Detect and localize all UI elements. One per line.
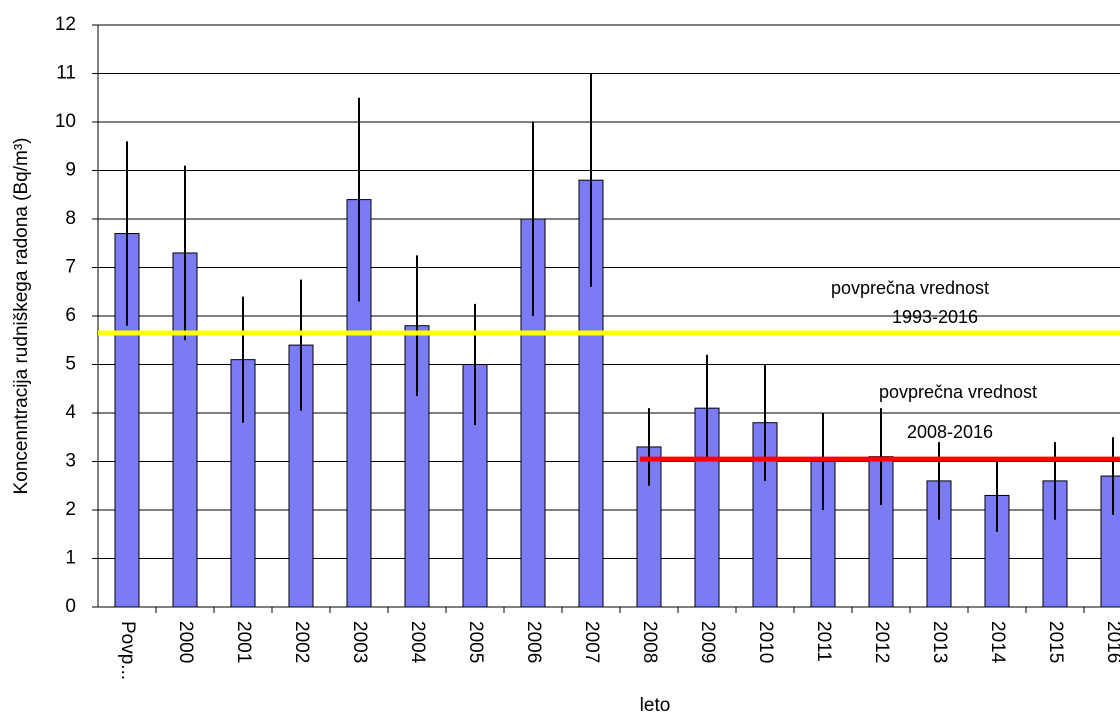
x-tick-label: 2003 [349,621,370,663]
x-tick-label: 2002 [291,621,312,663]
x-tick-label: Povp... [117,621,138,680]
y-tick-label: 2 [65,499,76,520]
bar [694,407,720,608]
x-tick-label: 2014 [987,621,1008,664]
x-axis-label: leto [640,695,671,716]
y-tick-label: 9 [65,160,76,181]
x-tick-label: 2004 [407,621,428,664]
x-tick-label: 2006 [523,621,544,663]
x-tick-label: 2000 [175,621,196,663]
y-tick-label: 11 [56,63,76,84]
y-tick-label: 3 [65,451,76,472]
y-tick-label: 7 [65,257,76,278]
x-tick-label: 2009 [697,621,718,663]
x-tick-label: 2015 [1045,621,1066,663]
x-tick-label: 2001 [233,621,254,663]
x-tick-label: 2005 [465,621,486,663]
x-tick-label: 2008 [639,621,660,663]
reference-label: povprečna vrednost [831,278,989,298]
y-tick-label: 4 [65,402,76,423]
x-tick-label: 2013 [929,621,950,663]
y-tick-label: 8 [65,208,76,229]
y-tick-label: 6 [65,305,76,326]
x-tick-label: 2007 [581,621,602,663]
x-tick-label: 2016 [1103,621,1120,663]
x-tick-label: 2011 [813,621,834,662]
reference-label: 1993-2016 [892,307,978,327]
reference-label: 2008-2016 [907,422,993,442]
y-tick-label: 0 [65,596,76,617]
y-tick-label: 5 [65,354,76,375]
x-tick-label: 2012 [871,621,892,663]
y-tick-label: 12 [55,14,76,35]
reference-label: povprečna vrednost [879,382,1037,402]
x-tick-label: 2010 [755,621,776,663]
bar [1100,475,1120,608]
y-tick-label: 1 [65,548,76,569]
y-tick-label: 10 [55,111,76,132]
y-axis-label: Koncenntracija rudniškega radona (Bq/m³) [11,138,32,495]
